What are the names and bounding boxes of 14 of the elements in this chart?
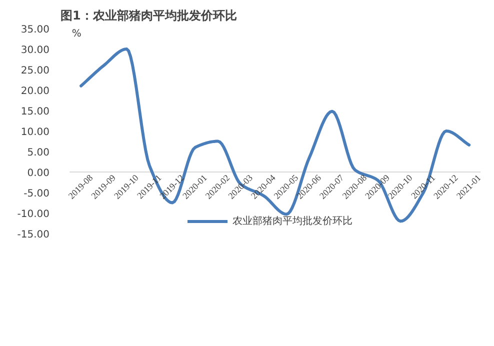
y-tick-label: 35.00: [20, 24, 50, 36]
y-tick-label: 20.00: [20, 86, 50, 97]
y-tick-label: -10.00: [17, 209, 50, 220]
y-tick-label: 15.00: [20, 106, 50, 118]
y-tick-label: -5.00: [24, 188, 50, 200]
legend-label: 农业部猪肉平均批发价环比: [232, 214, 352, 228]
y-tick-label: -15.00: [17, 230, 50, 240]
y-tick-label: 25.00: [20, 66, 50, 76]
y-tick-label: 30.00: [20, 45, 50, 56]
chart-title: 图1：农业部猪肉平均批发价环比: [60, 8, 237, 22]
y-tick-label: 10.00: [20, 127, 50, 138]
y-tick-label: 5.00: [27, 148, 50, 158]
y-axis-title: %: [72, 28, 82, 40]
y-tick-label: 0.00: [27, 168, 50, 179]
